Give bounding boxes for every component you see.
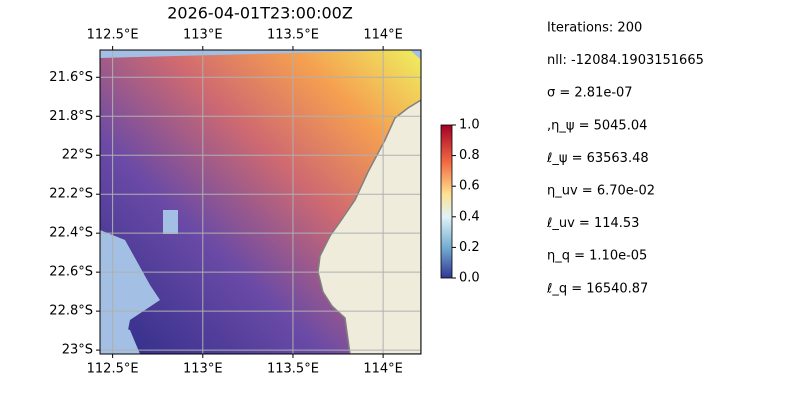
water-patch [100, 230, 160, 345]
water-patch [163, 210, 178, 234]
y-tick-label: 22.4°S [49, 226, 93, 241]
stat-line: ,η_ψ = 5045.04 [547, 118, 647, 133]
y-tick-label: 22°S [62, 148, 93, 163]
stat-line: ℓ_ψ = 63563.48 [546, 151, 649, 166]
stat-line: ℓ_q = 16540.87 [546, 281, 648, 296]
map-frame [99, 49, 422, 355]
graticule [96, 46, 421, 358]
x-tick-label: 113.5°E [267, 362, 319, 377]
map-title: 2026-04-01T23:00:00Z [167, 4, 353, 23]
stat-line: ℓ_uv = 114.53 [546, 216, 639, 231]
x-tick-label: 113°E [183, 28, 223, 43]
colorbar-tick-label: 0.0 [459, 271, 480, 286]
x-tick-label: 114°E [363, 28, 403, 43]
x-tick-label: 113.5°E [267, 28, 319, 43]
colorbar [440, 124, 453, 279]
x-tick-label: 112.5°E [87, 362, 139, 377]
x-tick-label: 112.5°E [87, 28, 139, 43]
colorbar-tick-label: 0.8 [459, 148, 480, 163]
stat-line: σ = 2.81e-07 [547, 86, 633, 101]
x-tick-label: 114°E [363, 362, 403, 377]
map-area [100, 50, 421, 354]
colorbar-tick-label: 1.0 [459, 118, 480, 133]
colorbar-tick-label: 0.6 [459, 179, 480, 194]
y-tick-label: 22.6°S [49, 265, 93, 280]
y-tick-label: 23°S [62, 343, 93, 358]
land [317, 99, 421, 354]
stat-line: η_uv = 6.70e-02 [547, 184, 655, 199]
y-tick-label: 22.8°S [49, 304, 93, 319]
colorbar-tick-label: 0.2 [459, 240, 480, 255]
x-tick-label: 113°E [183, 362, 223, 377]
stat-line: η_q = 1.10e-05 [547, 249, 647, 264]
y-tick-label: 22.2°S [49, 187, 93, 202]
colorbar-tick-label: 0.4 [459, 209, 480, 224]
stat-line: Iterations: 200 [547, 21, 642, 36]
y-tick-label: 21.8°S [49, 109, 93, 124]
stat-line: nll: -12084.1903151665 [547, 53, 704, 68]
y-tick-label: 21.6°S [49, 70, 93, 85]
